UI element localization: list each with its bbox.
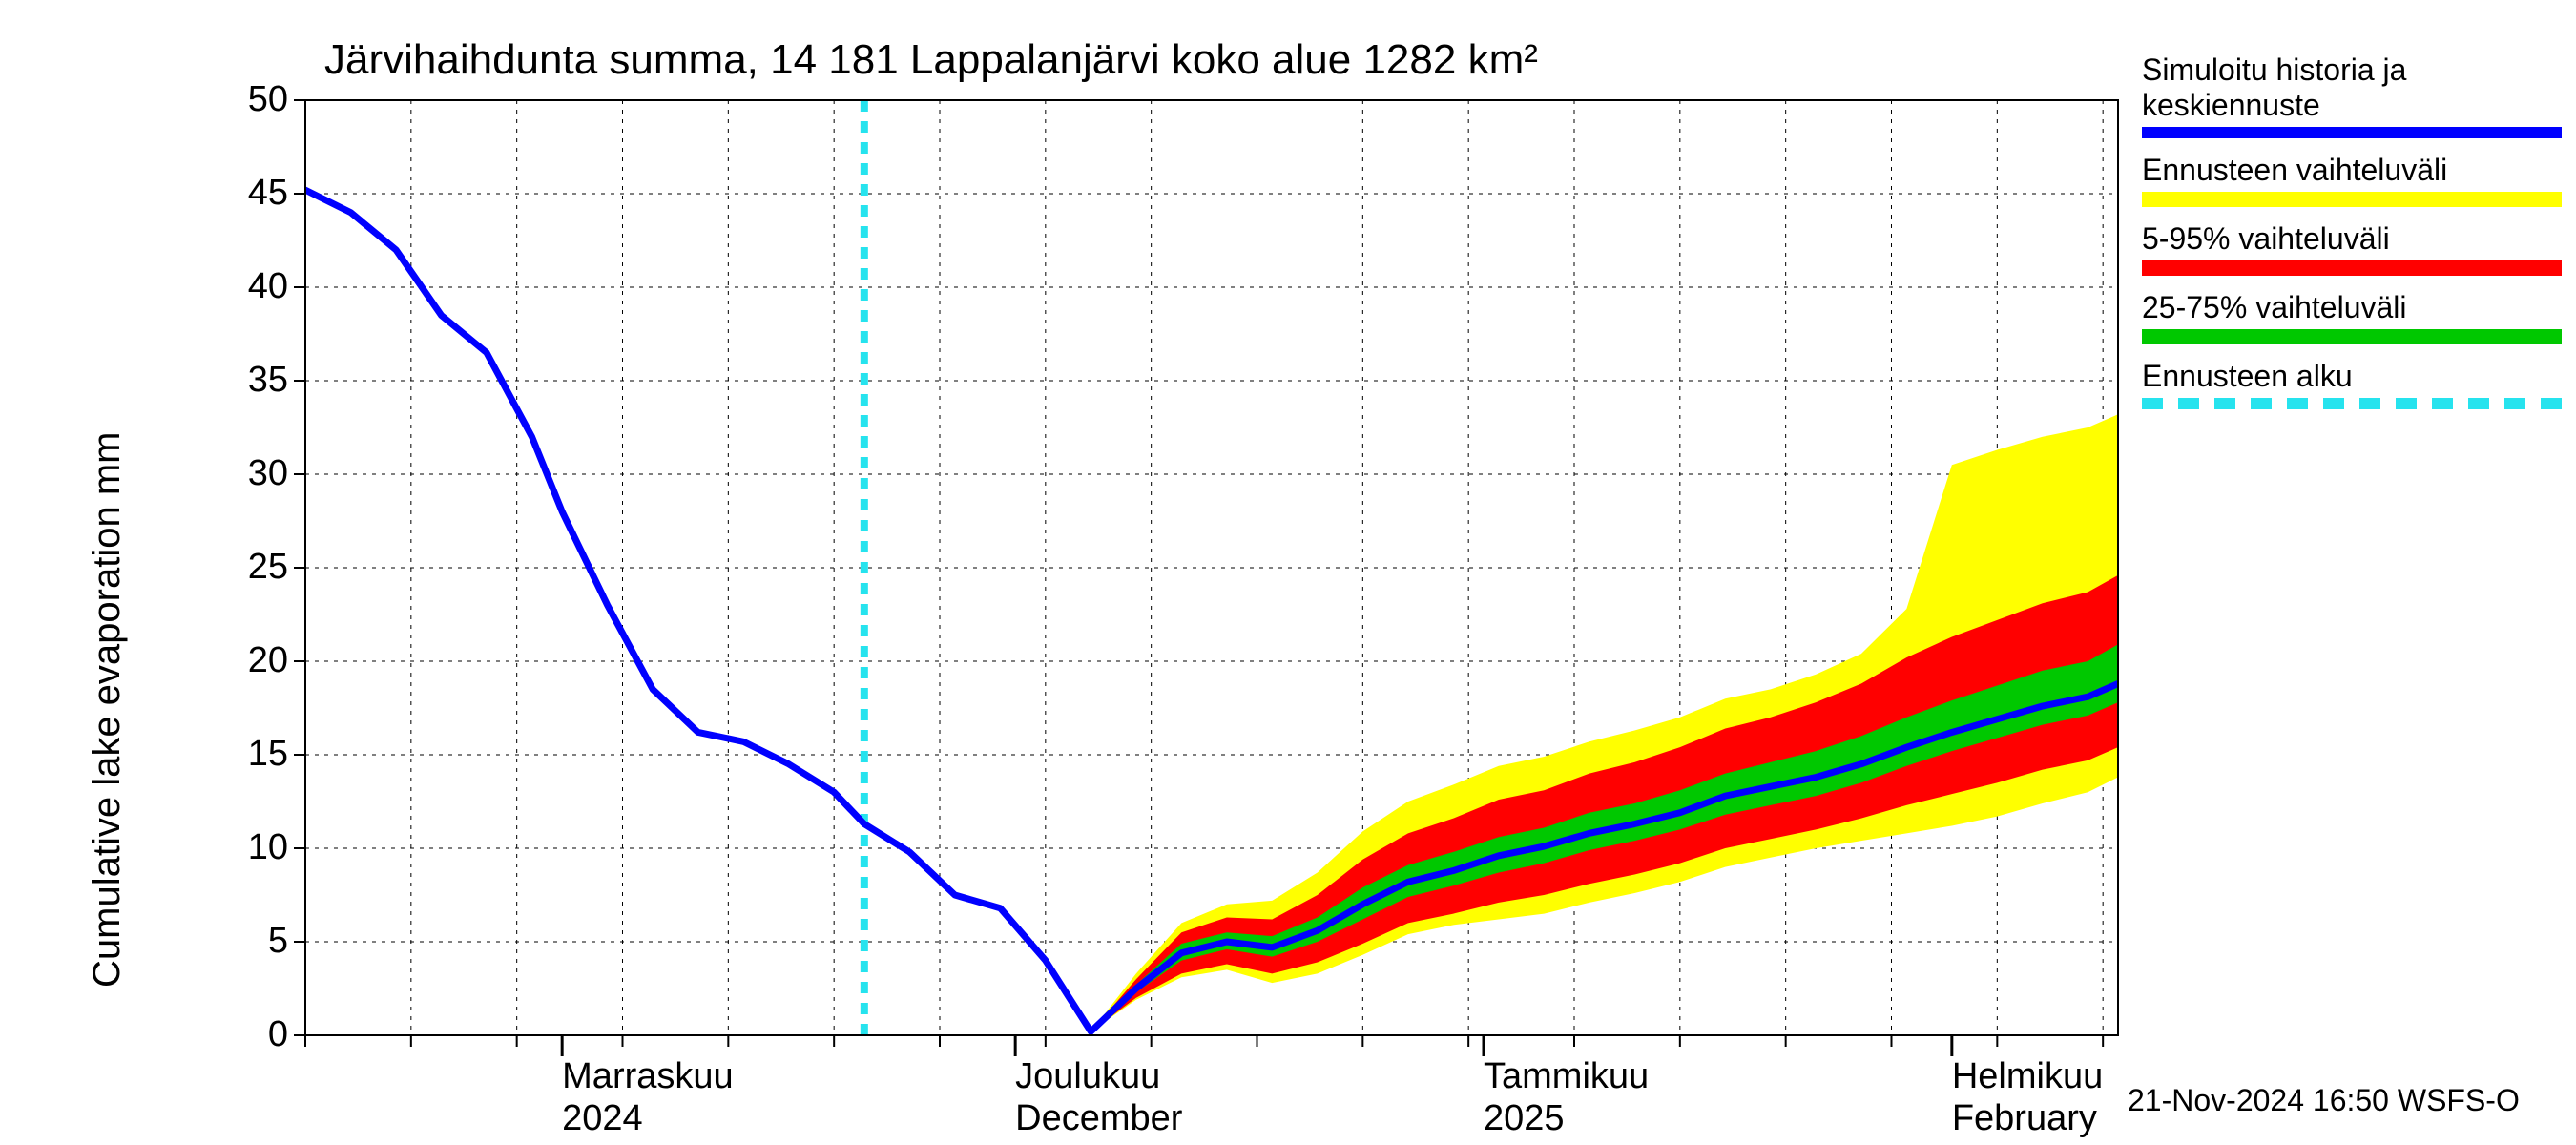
legend-label: Simuloitu historia ja keskiennuste — [2142, 52, 2562, 123]
y-tick-label: 10 — [248, 827, 288, 868]
legend-swatch — [2142, 260, 2562, 276]
y-tick-label: 50 — [248, 79, 288, 120]
legend-item: Ennusteen alku — [2142, 359, 2562, 409]
y-tick-label: 35 — [248, 360, 288, 401]
x-month-label-top: Joulukuu — [1015, 1056, 1160, 1097]
y-tick-label: 5 — [268, 921, 288, 962]
legend-swatch — [2142, 398, 2562, 409]
y-tick-label: 25 — [248, 547, 288, 588]
legend-label: Ennusteen vaihteluväli — [2142, 153, 2562, 188]
legend-item: Simuloitu historia ja keskiennuste — [2142, 52, 2562, 138]
legend-item: Ennusteen vaihteluväli — [2142, 153, 2562, 207]
x-month-label-top: Marraskuu — [562, 1056, 734, 1097]
legend-item: 25-75% vaihteluväli — [2142, 290, 2562, 344]
x-month-label-bottom: February — [1952, 1098, 2097, 1139]
y-tick-label: 20 — [248, 640, 288, 681]
legend-swatch — [2142, 192, 2562, 207]
legend-item: 5-95% vaihteluväli — [2142, 221, 2562, 276]
legend-label: 5-95% vaihteluväli — [2142, 221, 2562, 257]
y-tick-label: 40 — [248, 266, 288, 307]
chart-container: Järvihaihdunta summa, 14 181 Lappalanjär… — [0, 0, 2576, 1145]
legend-label: 25-75% vaihteluväli — [2142, 290, 2562, 325]
legend-swatch — [2142, 127, 2562, 138]
x-month-label-top: Tammikuu — [1484, 1056, 1649, 1097]
y-tick-label: 30 — [248, 453, 288, 494]
x-month-label-bottom: 2025 — [1484, 1098, 1565, 1139]
x-month-label-top: Helmikuu — [1952, 1056, 2103, 1097]
legend-label: Ennusteen alku — [2142, 359, 2562, 394]
y-tick-label: 45 — [248, 173, 288, 214]
x-month-label-bottom: 2024 — [562, 1098, 643, 1139]
y-tick-label: 0 — [268, 1014, 288, 1055]
x-month-label-bottom: December — [1015, 1098, 1182, 1139]
y-tick-label: 15 — [248, 734, 288, 775]
timestamp-label: 21-Nov-2024 16:50 WSFS-O — [2128, 1083, 2520, 1118]
legend-swatch — [2142, 329, 2562, 344]
